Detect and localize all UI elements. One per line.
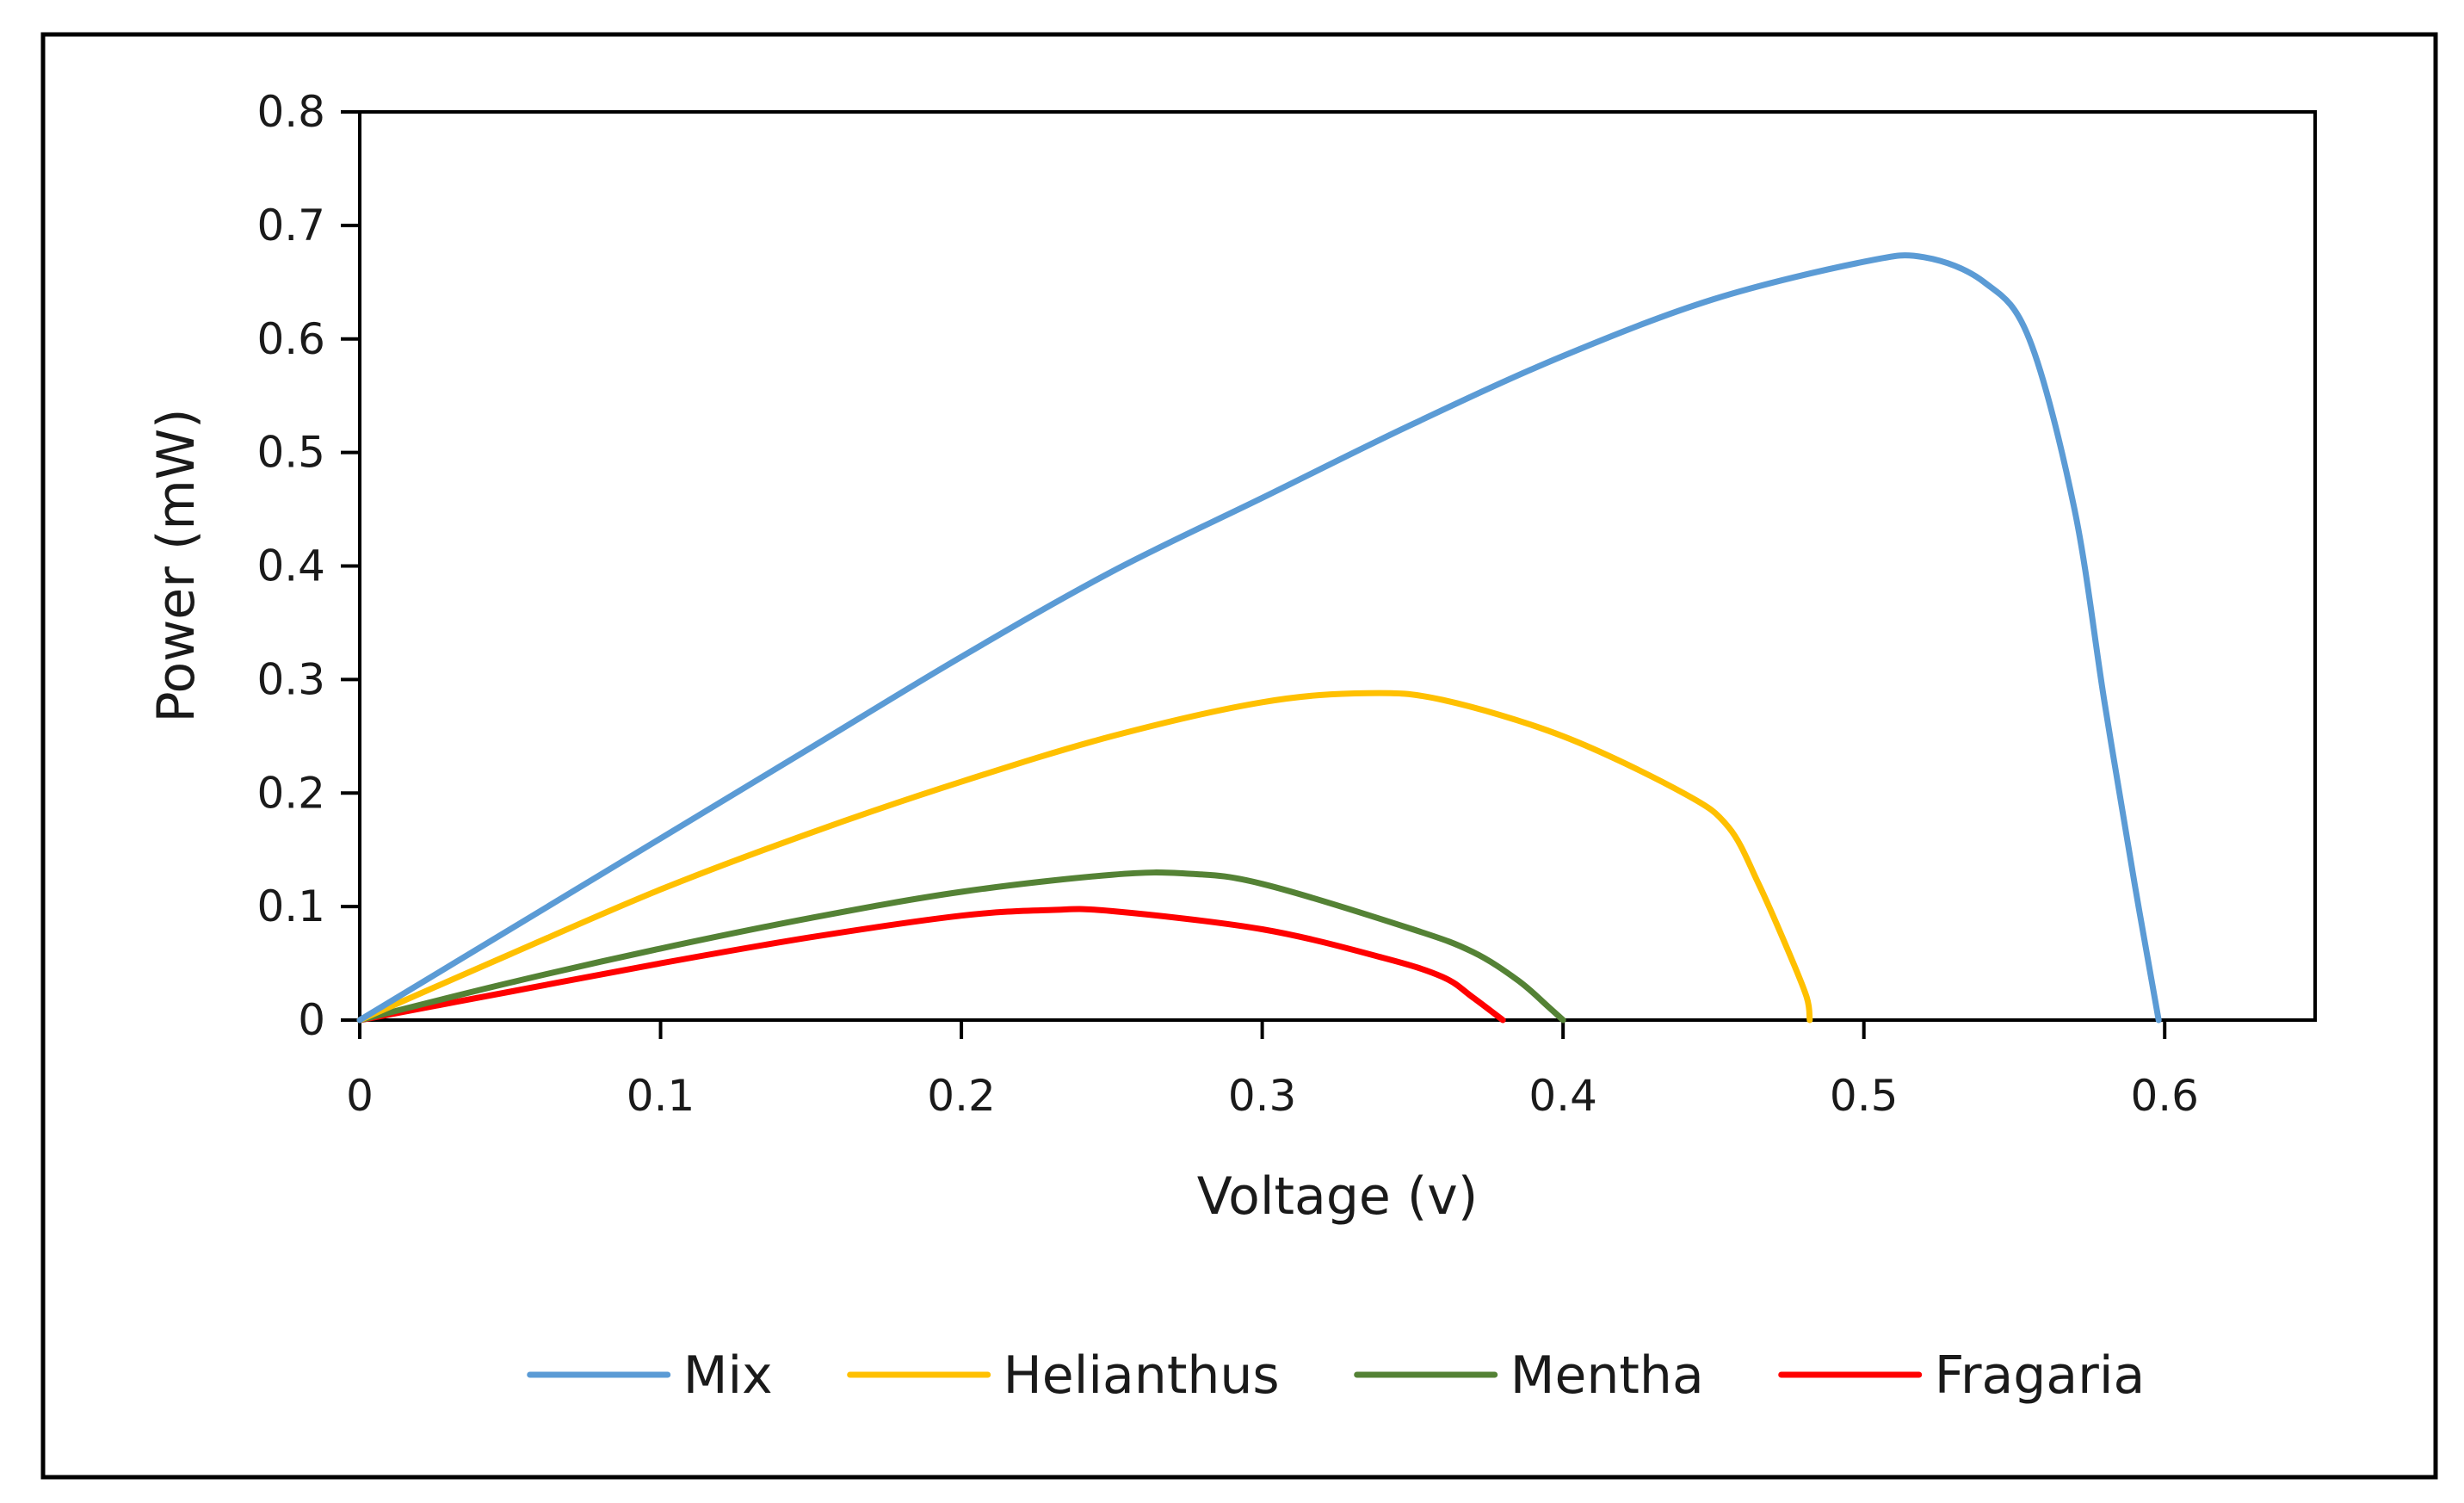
x-tick-label: 0.4 <box>1528 1071 1597 1121</box>
series-line-helianthus <box>356 690 1813 1024</box>
y-tick-label: 0.3 <box>256 654 325 704</box>
y-tick-label: 0.4 <box>256 541 325 591</box>
y-tick-label: 0.5 <box>256 428 325 478</box>
y-tick-label: 0.7 <box>256 201 325 251</box>
legend-label-mentha: Mentha <box>1510 1345 1704 1406</box>
y-tick-label: 0.2 <box>256 768 325 818</box>
x-axis: 0 0.1 0.2 0.3 0.4 0.5 0.6 <box>346 1020 2199 1121</box>
legend-label-helianthus: Helianthus <box>1004 1345 1280 1406</box>
y-tick-label: 0.8 <box>256 87 325 137</box>
y-tick-label: 0 <box>298 995 325 1045</box>
legend-label-fragaria: Fragaria <box>1935 1345 2146 1406</box>
series-line-mentha <box>356 869 1566 1024</box>
x-tick-label: 0.5 <box>1830 1071 1899 1121</box>
y-axis: 0 0.1 0.2 0.3 0.4 0.5 0.6 0.7 0.8 <box>256 87 360 1045</box>
series-line-fragaria <box>356 906 1506 1024</box>
x-tick-label: 0.3 <box>1228 1071 1297 1121</box>
chart-frame <box>40 32 2438 1480</box>
x-tick-label: 0 <box>346 1071 374 1121</box>
y-tick-label: 0.1 <box>256 881 325 931</box>
y-axis-title: Power (mW) <box>146 408 207 722</box>
series-layer <box>356 252 2162 1024</box>
x-axis-title: Voltage (v) <box>1197 1166 1478 1227</box>
legend-label-mix: Mix <box>683 1345 773 1406</box>
x-tick-label: 0.6 <box>2130 1071 2199 1121</box>
x-tick-label: 0.1 <box>627 1071 695 1121</box>
x-tick-label: 0.2 <box>927 1071 996 1121</box>
y-tick-label: 0.6 <box>256 314 325 364</box>
legend: Mix Helianthus Mentha Fragaria <box>527 1345 2146 1406</box>
series-line-mix <box>356 252 2162 1024</box>
